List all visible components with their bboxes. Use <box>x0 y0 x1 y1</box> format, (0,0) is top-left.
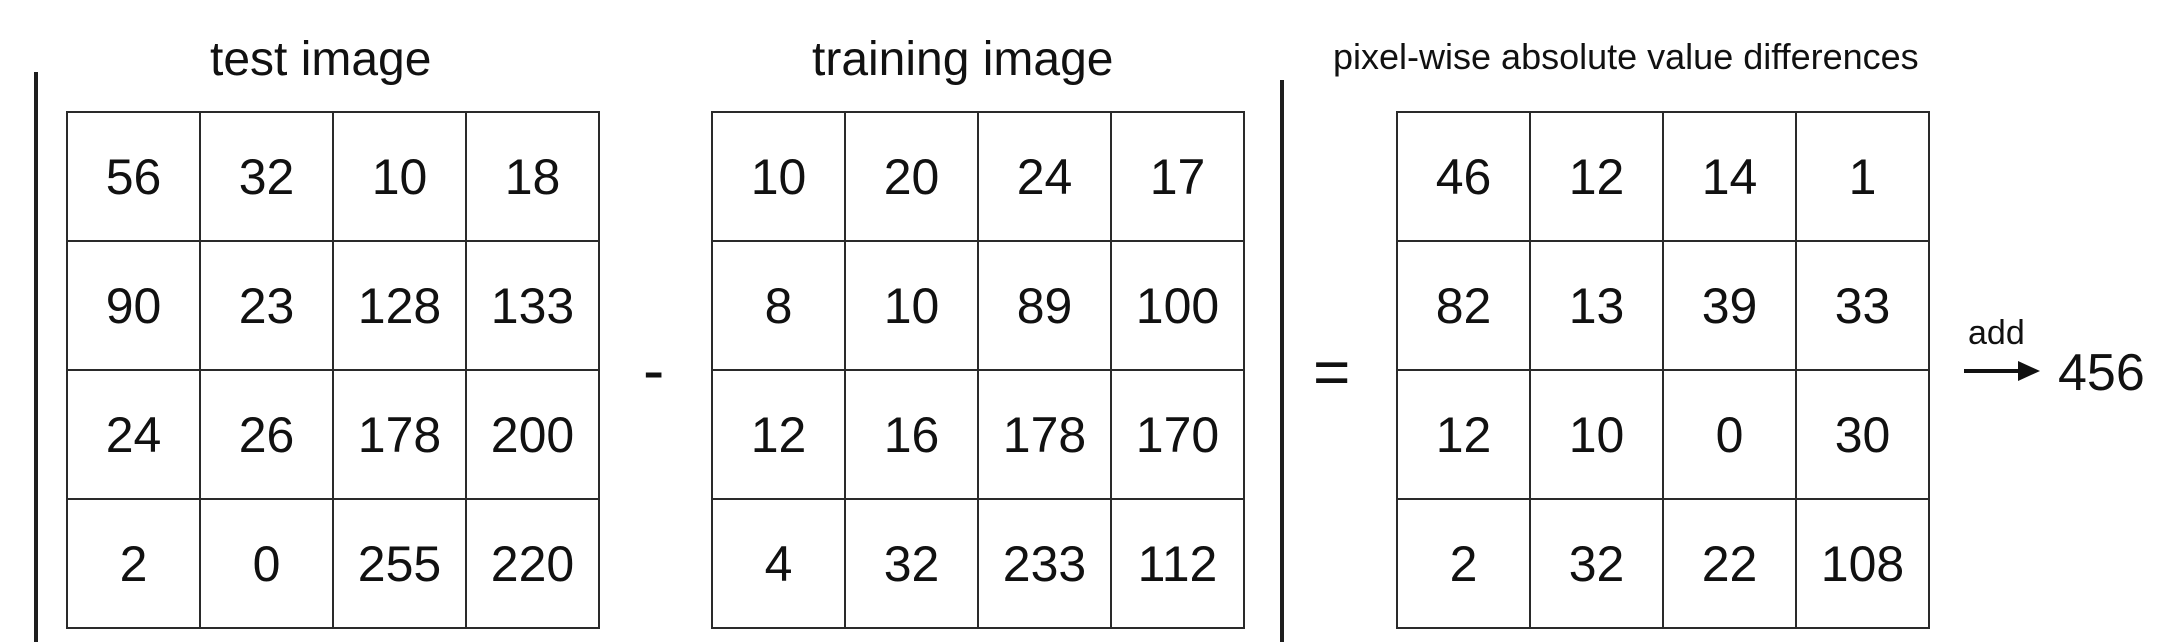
grid-row: 56 32 10 18 <box>66 111 600 242</box>
test-image-title: test image <box>210 33 432 86</box>
grid-cell: 33 <box>1795 240 1930 371</box>
grid-cell: 24 <box>66 369 201 500</box>
grid-cell: 12 <box>1529 111 1664 242</box>
differences-title: pixel-wise absolute value differences <box>1333 36 1919 77</box>
grid-cell: 1 <box>1795 111 1930 242</box>
grid-cell: 32 <box>199 111 334 242</box>
grid-cell: 22 <box>1662 498 1797 629</box>
grid-cell: 10 <box>1529 369 1664 500</box>
grid-row: 82 13 39 33 <box>1396 240 1930 371</box>
grid-cell: 20 <box>844 111 979 242</box>
grid-cell: 24 <box>977 111 1112 242</box>
grid-cell: 4 <box>711 498 846 629</box>
grid-row: 2 0 255 220 <box>66 498 600 629</box>
grid-cell: 39 <box>1662 240 1797 371</box>
grid-row: 2 32 22 108 <box>1396 498 1930 629</box>
minus-operator: - <box>643 334 665 406</box>
grid-cell: 32 <box>1529 498 1664 629</box>
sum-result: 456 <box>2058 344 2145 402</box>
grid-cell: 133 <box>465 240 600 371</box>
left-abs-bar <box>34 72 38 642</box>
grid-cell: 14 <box>1662 111 1797 242</box>
grid-row: 12 16 178 170 <box>711 369 1245 500</box>
grid-cell: 90 <box>66 240 201 371</box>
grid-cell: 108 <box>1795 498 1930 629</box>
grid-cell: 12 <box>711 369 846 500</box>
training-image-title: training image <box>812 33 1114 86</box>
grid-row: 90 23 128 133 <box>66 240 600 371</box>
grid-cell: 16 <box>844 369 979 500</box>
grid-cell: 12 <box>1396 369 1531 500</box>
grid-cell: 112 <box>1110 498 1245 629</box>
grid-row: 24 26 178 200 <box>66 369 600 500</box>
add-label: add <box>1968 314 2025 352</box>
grid-cell: 30 <box>1795 369 1930 500</box>
grid-row: 46 12 14 1 <box>1396 111 1930 242</box>
grid-row: 8 10 89 100 <box>711 240 1245 371</box>
grid-cell: 26 <box>199 369 334 500</box>
grid-cell: 2 <box>1396 498 1531 629</box>
grid-cell: 2 <box>66 498 201 629</box>
grid-cell: 100 <box>1110 240 1245 371</box>
grid-cell: 170 <box>1110 369 1245 500</box>
grid-cell: 56 <box>66 111 201 242</box>
grid-cell: 32 <box>844 498 979 629</box>
grid-cell: 46 <box>1396 111 1531 242</box>
right-arrow-icon <box>1964 361 2040 381</box>
test-image-grid: 56 32 10 18 90 23 128 133 24 26 178 200 … <box>66 111 600 629</box>
grid-cell: 178 <box>332 369 467 500</box>
grid-cell: 10 <box>332 111 467 242</box>
grid-cell: 10 <box>711 111 846 242</box>
grid-cell: 0 <box>1662 369 1797 500</box>
grid-cell: 10 <box>844 240 979 371</box>
grid-cell: 255 <box>332 498 467 629</box>
grid-cell: 18 <box>465 111 600 242</box>
grid-row: 4 32 233 112 <box>711 498 1245 629</box>
grid-cell: 220 <box>465 498 600 629</box>
grid-cell: 178 <box>977 369 1112 500</box>
grid-cell: 82 <box>1396 240 1531 371</box>
grid-row: 12 10 0 30 <box>1396 369 1930 500</box>
training-image-grid: 10 20 24 17 8 10 89 100 12 16 178 170 4 … <box>711 111 1245 629</box>
difference-grid: 46 12 14 1 82 13 39 33 12 10 0 30 2 32 2… <box>1396 111 1930 629</box>
grid-row: 10 20 24 17 <box>711 111 1245 242</box>
grid-cell: 128 <box>332 240 467 371</box>
right-abs-bar <box>1280 80 1284 642</box>
grid-cell: 13 <box>1529 240 1664 371</box>
grid-cell: 0 <box>199 498 334 629</box>
grid-cell: 89 <box>977 240 1112 371</box>
grid-cell: 8 <box>711 240 846 371</box>
grid-cell: 17 <box>1110 111 1245 242</box>
grid-cell: 233 <box>977 498 1112 629</box>
grid-cell: 200 <box>465 369 600 500</box>
grid-cell: 23 <box>199 240 334 371</box>
equals-operator: = <box>1313 336 1351 408</box>
